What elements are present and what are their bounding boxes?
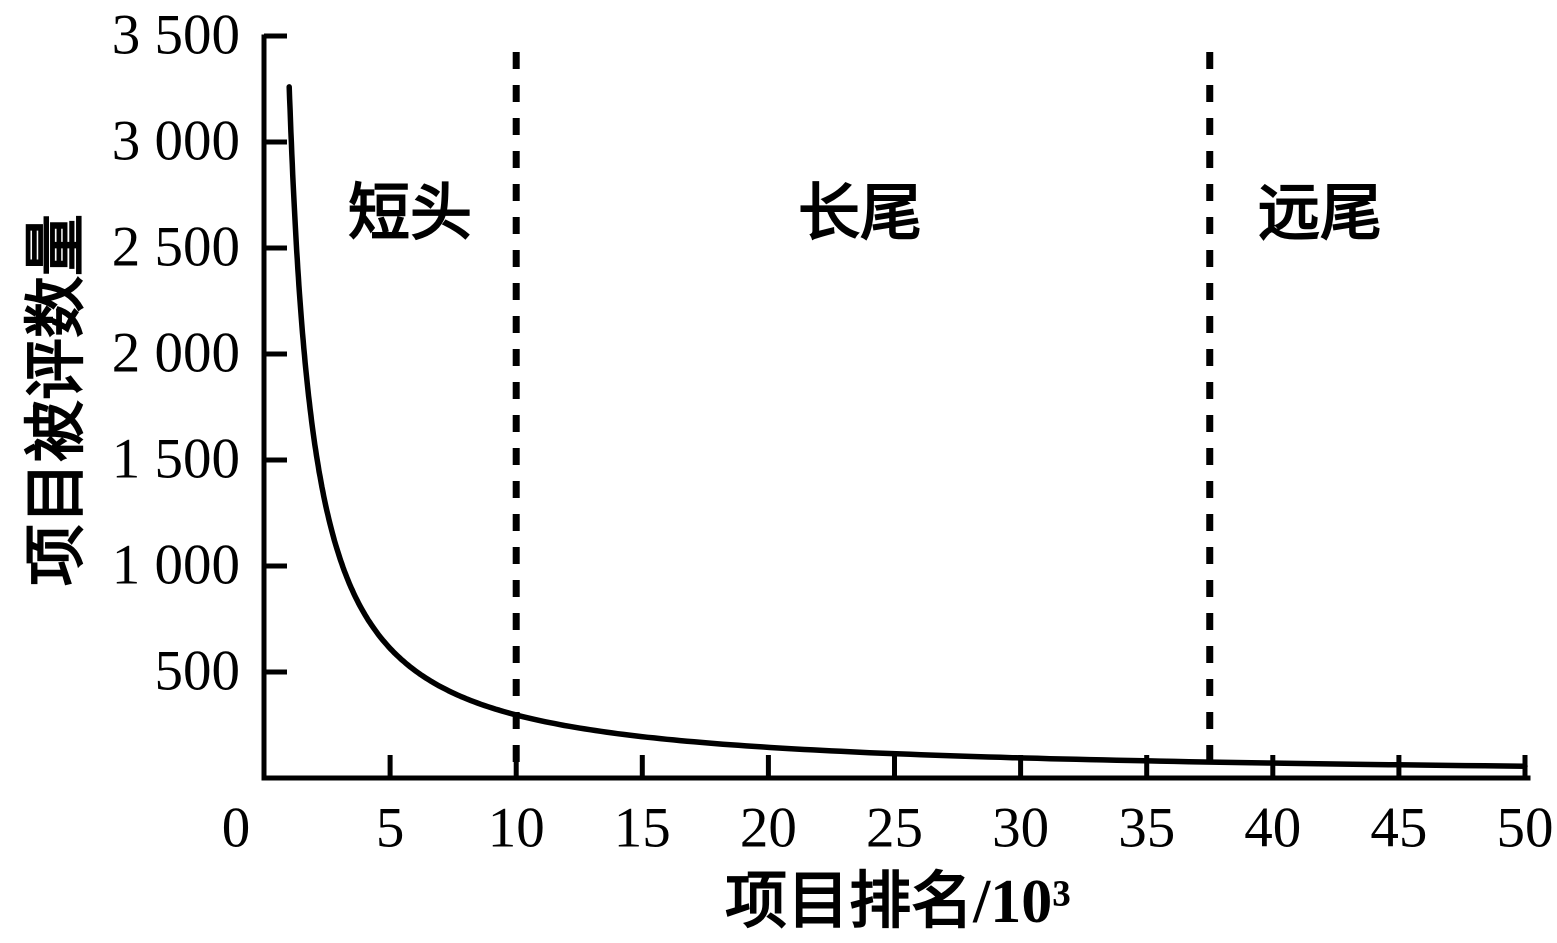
region-label-long-tail: 长尾 [797, 180, 923, 248]
y-tick-label: 3 500 [111, 3, 240, 67]
y-tick-label: 2 000 [111, 321, 240, 385]
axes [261, 34, 1531, 781]
distribution-curve [286, 84, 1528, 769]
y-tick-label: 1 500 [111, 427, 240, 491]
region-dividers [512, 52, 1214, 778]
y-tick-label: 2 500 [111, 215, 240, 279]
x-tick-label: 0 [221, 796, 251, 860]
x-tick-label: 50 [1496, 796, 1554, 860]
x-tick-label: 25 [866, 796, 923, 860]
x-tick-label: 15 [613, 796, 671, 860]
x-tick-label: 20 [739, 796, 797, 860]
x-tick-label: 35 [1118, 796, 1176, 860]
y-tick-label: 500 [154, 639, 241, 703]
x-tick-label: 40 [1244, 796, 1302, 860]
x-tick-label: 45 [1370, 796, 1428, 860]
y-axis-title: 项目被评数量 [23, 213, 91, 587]
y-axis-ticks [264, 33, 287, 675]
x-axis-title: 项目排名/10³ [725, 868, 1071, 936]
region-label-short-head: 短头 [347, 180, 473, 248]
x-tick-label: 10 [487, 796, 545, 860]
region-label-far-tail: 远尾 [1257, 180, 1383, 248]
y-tick-label: 1 000 [111, 533, 240, 597]
x-tick-label: 30 [992, 796, 1050, 860]
y-tick-label: 3 000 [111, 109, 240, 173]
x-tick-label: 5 [375, 796, 405, 860]
